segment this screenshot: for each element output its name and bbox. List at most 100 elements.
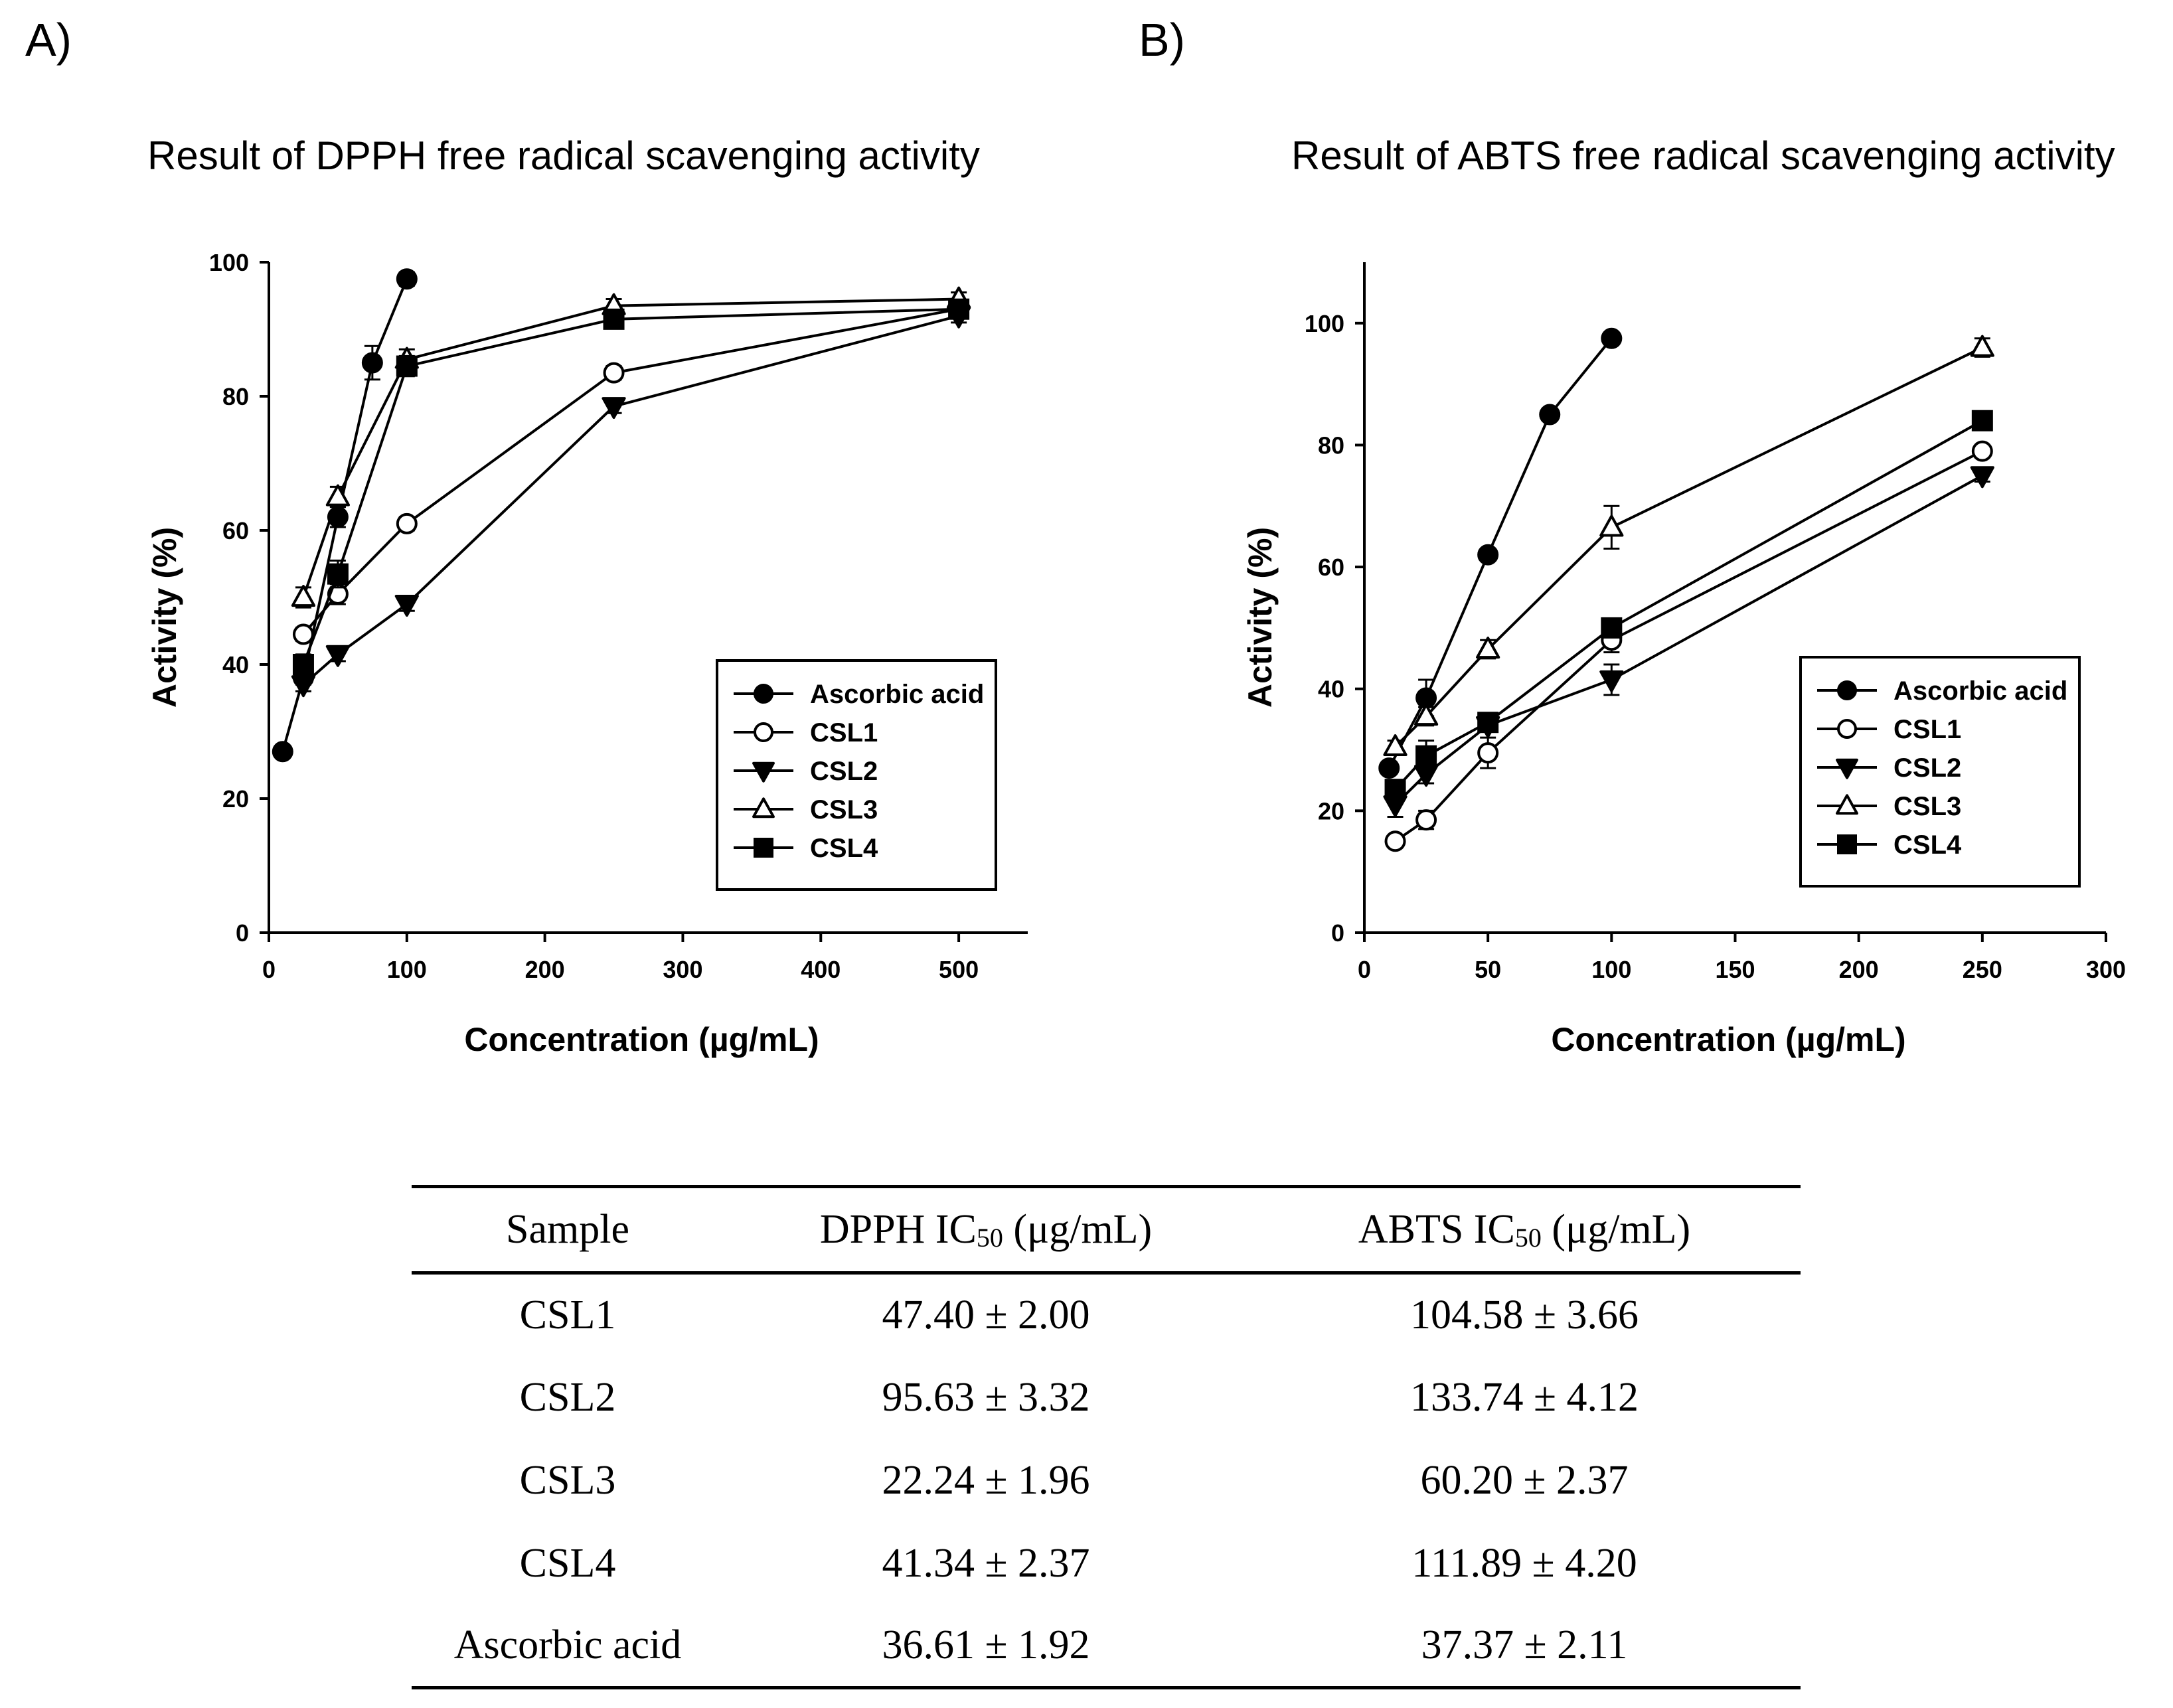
data-point-csl2 bbox=[602, 397, 626, 420]
data-point-ascorbic-acid bbox=[396, 268, 418, 290]
legend-label: CSL3 bbox=[810, 795, 878, 824]
data-point-csl2 bbox=[291, 675, 316, 698]
y-tick-label: 40 bbox=[1318, 676, 1344, 703]
abts-value: 133.74 ± 4.12 bbox=[1409, 1374, 1639, 1420]
legend-marker-csl3 bbox=[752, 797, 775, 818]
data-point-csl4 bbox=[1415, 745, 1437, 767]
y-axis-label: Activity (%) bbox=[146, 527, 183, 708]
series-csl4 bbox=[1384, 410, 1993, 801]
legend-marker-csl4 bbox=[1837, 834, 1857, 854]
sample-name: Ascorbic acid bbox=[453, 1622, 682, 1668]
data-point-ascorbic-acid bbox=[272, 741, 293, 763]
x-tick-label: 300 bbox=[2086, 956, 2126, 983]
data-point-csl4 bbox=[948, 298, 970, 320]
series-csl1 bbox=[1384, 440, 1993, 852]
data-point-csl1 bbox=[603, 362, 625, 384]
series-ascorbic-acid bbox=[272, 268, 418, 763]
data-point-csl3 bbox=[325, 484, 351, 506]
legend-marker-csl2 bbox=[752, 761, 775, 783]
legend-label: CSL3 bbox=[1893, 792, 1961, 821]
legend-label: CSL1 bbox=[810, 718, 878, 747]
data-point-csl3 bbox=[291, 585, 316, 607]
legend-marker-ascorbic-acid bbox=[754, 684, 773, 704]
legend-marker-csl2 bbox=[1836, 758, 1858, 779]
data-point-csl1 bbox=[1415, 809, 1437, 831]
data-point-csl3 bbox=[1413, 704, 1439, 726]
y-tick-label: 20 bbox=[222, 785, 249, 813]
legend-label: Ascorbic acid bbox=[810, 680, 984, 709]
x-tick-label: 100 bbox=[1591, 956, 1631, 983]
y-tick-label: 20 bbox=[1318, 797, 1344, 824]
y-tick-label: 0 bbox=[1331, 919, 1344, 947]
sample-name: CSL2 bbox=[519, 1374, 616, 1420]
dpph-value: 47.40 ± 2.00 bbox=[882, 1292, 1090, 1338]
legend-label: CSL1 bbox=[1893, 715, 1961, 744]
ic50-table: Sample DPPH IC50 (μg/mL) ABTS IC50 (μg/m… bbox=[412, 1185, 1801, 1689]
data-point-csl1 bbox=[396, 512, 418, 534]
data-point-csl4 bbox=[396, 355, 418, 377]
chart-dpph: 0 100 200 300 400 500 0 20 40 60 80 100 Concentratio… bbox=[146, 249, 1028, 1058]
y-tick-label: 40 bbox=[222, 651, 249, 678]
x-tick-label: 200 bbox=[1839, 956, 1879, 983]
data-point-csl1 bbox=[292, 623, 314, 645]
series-csl1 bbox=[292, 298, 970, 645]
table-row: CSL1 47.40 ± 2.00 104.58 ± 3.66 bbox=[412, 1273, 1801, 1356]
header-sample: Sample bbox=[506, 1207, 629, 1252]
legend-marker-csl4 bbox=[754, 838, 773, 858]
header-dpph-ic50: DPPH IC50 (μg/mL) bbox=[819, 1207, 1153, 1253]
y-tick-label: 100 bbox=[209, 249, 249, 276]
x-tick-label: 150 bbox=[1715, 956, 1755, 983]
data-point-ascorbic-acid bbox=[1378, 757, 1400, 779]
x-tick-label: 0 bbox=[1358, 956, 1371, 983]
data-point-csl2 bbox=[325, 645, 351, 667]
data-point-csl4 bbox=[327, 563, 349, 585]
data-point-csl3 bbox=[1383, 734, 1408, 757]
x-tick-label: 250 bbox=[1963, 956, 2002, 983]
data-point-csl4 bbox=[1971, 410, 1993, 431]
legend-marker-ascorbic-acid bbox=[1837, 680, 1857, 700]
panel-b-letter: B) bbox=[1139, 14, 1185, 66]
table-row: CSL4 41.34 ± 2.37 111.89 ± 4.20 bbox=[412, 1522, 1801, 1605]
series-csl3 bbox=[1383, 335, 1994, 757]
data-point-csl2 bbox=[1599, 670, 1624, 692]
data-point-csl1 bbox=[1384, 830, 1406, 852]
data-point-ascorbic-acid bbox=[1477, 544, 1499, 566]
y-tick-label: 80 bbox=[1318, 431, 1344, 459]
data-point-csl4 bbox=[292, 654, 314, 675]
legend: Ascorbic acid CSL1 CSL2 CSL3 CSL4 bbox=[1799, 656, 2081, 888]
legend-marker-csl1 bbox=[754, 722, 773, 742]
sample-name: CSL1 bbox=[519, 1292, 616, 1338]
legend-label: Ascorbic acid bbox=[1893, 676, 2067, 706]
data-point-csl2 bbox=[394, 595, 419, 617]
data-point-csl4 bbox=[603, 308, 625, 330]
dpph-value: 95.63 ± 3.32 bbox=[882, 1374, 1090, 1420]
x-axis-label: Concentration (µg/mL) bbox=[464, 1021, 819, 1058]
series-csl4 bbox=[292, 298, 970, 676]
x-tick-label: 300 bbox=[663, 956, 702, 983]
data-point-csl3 bbox=[1476, 637, 1500, 659]
panel-a-letter: A) bbox=[25, 14, 72, 66]
legend-label: CSL4 bbox=[810, 834, 878, 863]
abts-value: 104.58 ± 3.66 bbox=[1409, 1292, 1639, 1338]
data-point-ascorbic-acid bbox=[361, 352, 383, 374]
y-tick-label: 0 bbox=[236, 919, 249, 947]
legend: Ascorbic acid CSL1 CSL2 CSL3 CSL4 bbox=[716, 659, 997, 891]
data-point-csl1 bbox=[1971, 440, 1993, 462]
x-tick-label: 400 bbox=[801, 956, 841, 983]
series-csl2 bbox=[291, 306, 971, 698]
sample-name: CSL4 bbox=[519, 1540, 616, 1586]
legend-label: CSL4 bbox=[1893, 830, 1962, 860]
data-point-csl4 bbox=[1601, 617, 1623, 639]
panel-b-title: Result of ABTS free radical scavenging a… bbox=[1291, 133, 2115, 178]
series-ascorbic-acid bbox=[1378, 327, 1623, 779]
table-row: CSL2 95.63 ± 3.32 133.74 ± 4.12 bbox=[412, 1356, 1801, 1439]
data-point-csl3 bbox=[1599, 514, 1624, 537]
data-point-csl4 bbox=[1477, 712, 1499, 734]
y-tick-label: 60 bbox=[1318, 554, 1344, 581]
x-tick-label: 50 bbox=[1475, 956, 1501, 983]
header-abts-ic50: ABTS IC50 (μg/mL) bbox=[1358, 1207, 1691, 1253]
abts-value: 60.20 ± 2.37 bbox=[1420, 1457, 1629, 1503]
data-point-csl4 bbox=[1384, 779, 1406, 801]
charts-canvas: 0 100 200 300 400 500020406080100Concentratio… bbox=[146, 249, 2126, 1058]
abts-value: 111.89 ± 4.20 bbox=[1411, 1540, 1637, 1586]
